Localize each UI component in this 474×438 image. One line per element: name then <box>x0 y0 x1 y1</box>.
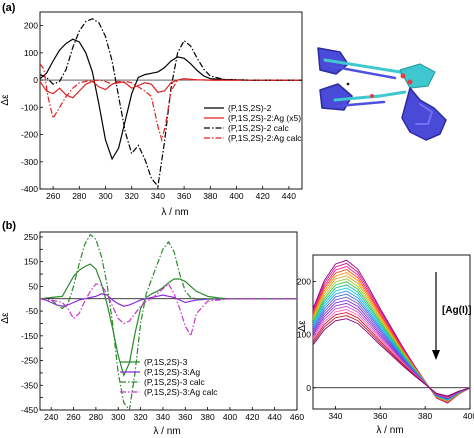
x-tick-label: 400 <box>463 411 474 421</box>
y-tick-label: -200 <box>21 130 38 140</box>
legend-entry: (P,1S,2S)-2:Ag (x5) <box>228 113 301 123</box>
panel-b-y-ticks: -450 -350 -250 -150 -50 50 150 250 <box>21 232 43 415</box>
x-tick-label: 440 <box>268 412 282 422</box>
inset-x-ticks: 340 360 380 400 <box>328 406 474 421</box>
y-tick-label: 50 <box>29 281 39 291</box>
x-tick-label: 440 <box>282 191 296 201</box>
y-tick-label: 0 <box>33 75 38 85</box>
x-tick-label: 320 <box>125 191 139 201</box>
y-tick-label: 0 <box>306 383 311 393</box>
x-tick-label: 420 <box>245 412 259 422</box>
y-tick-label: -150 <box>21 331 38 341</box>
legend-entry: (P,1S,2S)-3 <box>144 357 188 367</box>
inset-y-axis-label: Δε <box>297 320 308 332</box>
y-tick-label: 100 <box>297 330 311 340</box>
panel-a-x-axis-label: λ / nm <box>161 207 188 218</box>
panel-a-x-ticks: 260 280 300 320 340 360 380 400 420 440 <box>46 186 296 201</box>
y-tick-label: 200 <box>297 277 311 287</box>
panel-a-chart: (a) 260 280 300 320 340 360 380 400 420 440 -400-… <box>0 2 303 218</box>
ag-arrow-label: [Ag(I)] <box>442 305 471 316</box>
x-tick-label: 460 <box>290 412 304 422</box>
y-tick-label: -350 <box>21 380 38 390</box>
y-tick-label: 150 <box>24 257 38 267</box>
x-tick-label: 400 <box>229 191 243 201</box>
series-line-4 <box>39 63 302 143</box>
series-line-3 <box>39 233 297 412</box>
y-tick-label: 100 <box>24 48 38 58</box>
panel-b-legend: (P,1S,2S)-3(P,1S,2S)-3:Ag(P,1S,2S)-3 cal… <box>120 357 218 397</box>
x-tick-label: 260 <box>66 412 80 422</box>
x-tick-label: 400 <box>223 412 237 422</box>
x-tick-label: 380 <box>201 412 215 422</box>
legend-entry: (P,1S,2S)-2:Ag calc <box>228 133 302 143</box>
panel-b-tag: (b) <box>2 220 16 232</box>
y-tick-label: -450 <box>21 405 38 415</box>
series-line-4 <box>39 282 297 338</box>
panel-a-plot-frame <box>39 11 303 190</box>
y-tick-label: 200 <box>24 21 38 31</box>
x-tick-label: 260 <box>46 191 60 201</box>
y-tick-label: -50 <box>26 306 39 316</box>
panel-b-series <box>39 233 297 412</box>
panel-b-chart: (b) 240 260 280 300 320 340 360 380 400 420 440 460… <box>0 220 304 437</box>
legend-entry: (P,1S,2S)-2 calc <box>228 123 290 133</box>
x-tick-label: 340 <box>151 191 165 201</box>
inset-chart: 340 360 380 400 0 100 200 λ / nm Δε [Ag(I)] <box>297 254 474 436</box>
x-tick-label: 420 <box>256 191 270 201</box>
inset-plot-frame <box>312 254 471 410</box>
y-tick-label: -300 <box>21 157 38 167</box>
x-tick-label: 300 <box>98 191 112 201</box>
y-tick-label: -400 <box>21 184 38 194</box>
panel-b-x-axis-label: λ / nm <box>153 426 180 437</box>
x-tick-label: 360 <box>178 412 192 422</box>
panel-b-y-axis-label: Δε <box>0 312 11 324</box>
ag-arrow-annotation: [Ag(I)] <box>432 272 471 360</box>
x-tick-label: 300 <box>111 412 125 422</box>
series-line-3 <box>39 18 302 188</box>
panel-a-series <box>39 18 302 188</box>
panel-a-y-axis-label: Δε <box>0 94 11 106</box>
series-line-1 <box>39 263 297 378</box>
y-tick-label: -250 <box>21 356 38 366</box>
x-tick-label: 340 <box>328 411 342 421</box>
panel-a-y-ticks: -400 -300 -200 -100 0 100 200 <box>21 21 43 194</box>
x-tick-label: 280 <box>89 412 103 422</box>
panel-b-x-ticks: 240 260 280 300 320 340 360 380 400 420 440 460 <box>44 407 304 422</box>
panel-a-legend: (P,1S,2S)-2(P,1S,2S)-2:Ag (x5)(P,1S,2S)-… <box>204 103 302 143</box>
legend-entry: (P,1S,2S)-2 <box>228 103 272 113</box>
panel-a-tag: (a) <box>2 2 16 14</box>
x-tick-label: 240 <box>44 412 58 422</box>
panel-b-plot-frame <box>39 231 298 411</box>
y-tick-label: 250 <box>24 232 38 242</box>
x-tick-label: 320 <box>133 412 147 422</box>
x-tick-label: 360 <box>177 191 191 201</box>
x-tick-label: 280 <box>72 191 86 201</box>
inset-series <box>312 259 471 404</box>
legend-entry: (P,1S,2S)-3:Ag <box>144 367 200 377</box>
molecule-structure-image <box>317 47 447 141</box>
x-tick-label: 340 <box>156 412 170 422</box>
legend-entry: (P,1S,2S)-3 calc <box>144 377 206 387</box>
titration-curve-20 <box>312 318 471 397</box>
x-tick-label: 360 <box>373 411 387 421</box>
x-tick-label: 380 <box>203 191 217 201</box>
inset-x-axis-label: λ / nm <box>376 425 403 436</box>
y-tick-label: -100 <box>21 102 38 112</box>
x-tick-label: 380 <box>418 411 432 421</box>
series-line-2 <box>39 293 297 307</box>
legend-entry: (P,1S,2S)-3:Ag calc <box>144 387 218 397</box>
